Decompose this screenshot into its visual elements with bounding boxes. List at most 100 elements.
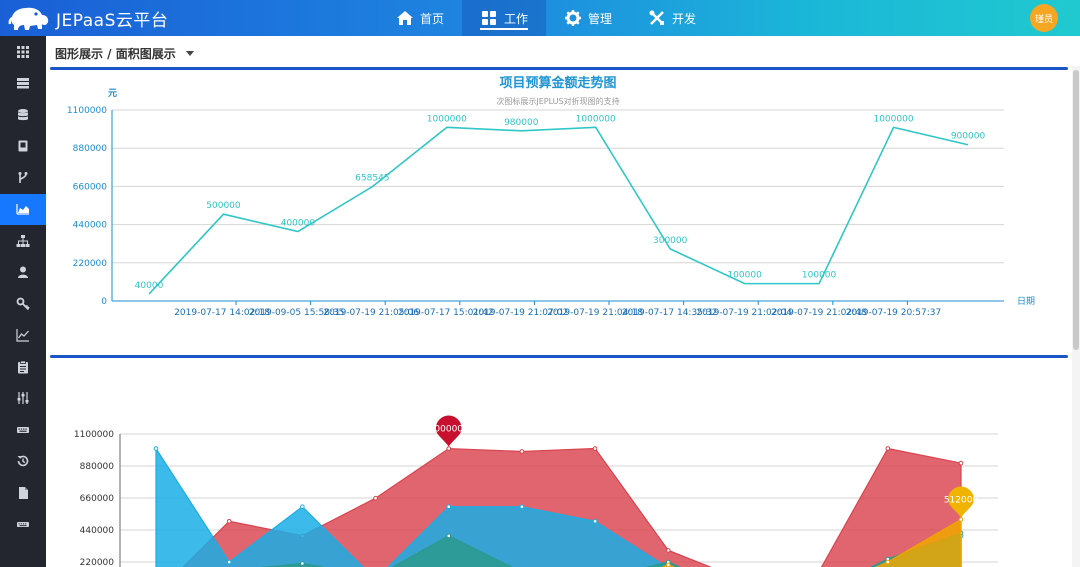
book-icon: [18, 140, 28, 152]
y-tick-label: 1100000: [67, 106, 107, 116]
data-label: 100000: [727, 271, 762, 281]
x-tick-label: 2019-07-17 14:35:32: [622, 308, 718, 318]
keyboard-small-icon: [17, 522, 29, 528]
history-icon: [17, 455, 29, 467]
sidebar-item-user[interactable]: [0, 257, 46, 289]
y-tick-label: 880000: [73, 144, 108, 154]
data-label: 100000: [802, 271, 837, 281]
x-tick-label: 2019-07-19 20:57:37: [846, 308, 942, 318]
x-tick-label: 2019-07-17 15:01:42: [398, 308, 494, 318]
dashboard-icon: [482, 11, 497, 25]
sidebar-item-server[interactable]: [0, 68, 46, 100]
area-point: [373, 495, 378, 501]
marker-pin-shape: [435, 415, 462, 447]
area-point: [446, 446, 452, 451]
nav-work[interactable]: 工作: [462, 0, 547, 36]
key-icon: [16, 297, 30, 310]
data-label: 980000: [504, 118, 539, 128]
main-nav: 首页 工作 管理 开发: [378, 0, 714, 36]
area-point: [885, 446, 891, 451]
nav-manage[interactable]: 管理: [546, 0, 630, 36]
x-tick-label: 2019-07-19 21:05:06: [323, 308, 419, 318]
user-avatar[interactable]: 瑾员: [1030, 4, 1058, 32]
x-tick-label: 2019-07-19 21:04:18: [547, 308, 643, 318]
area-point: [446, 504, 452, 510]
sidebar-item-sitemap[interactable]: [0, 225, 46, 257]
x-tick-label: 2019-07-17 14:02:18: [174, 308, 270, 318]
data-label: 40000: [135, 281, 164, 291]
nav-home-label: 首页: [420, 11, 445, 26]
line-chart-icon: [16, 329, 29, 342]
sidebar-item-apps[interactable]: [0, 36, 46, 68]
y-tick-label: 220000: [80, 558, 115, 567]
data-label: 1000000: [873, 114, 913, 124]
area-point: [665, 562, 671, 567]
sidebar-item-book[interactable]: [0, 131, 46, 163]
elephant-logo-icon[interactable]: [6, 3, 52, 33]
sidebar-item-line-chart[interactable]: [0, 320, 46, 352]
caret-down-icon[interactable]: [185, 51, 194, 56]
area-chart-icon: [16, 204, 29, 215]
clipboard-icon: [18, 360, 28, 374]
marker-label: 512000: [944, 496, 979, 506]
x-tick-label: 2019-07-19 21:07:02: [473, 308, 569, 318]
area-point: [958, 460, 964, 466]
sidebar-item-file[interactable]: [0, 477, 46, 509]
marker-label: 1000000: [429, 425, 469, 435]
sidebar-item-keyboard-small[interactable]: [0, 509, 46, 541]
data-label: 1000000: [576, 114, 616, 124]
marker-pin[interactable]: 1000000: [429, 415, 469, 447]
area-point: [592, 446, 598, 451]
file-icon: [19, 486, 28, 499]
area-point: [300, 504, 305, 510]
breadcrumb-path: 图形展示 / 面积图展示: [55, 47, 176, 61]
y-tick-label: 660000: [73, 182, 108, 192]
server-icon: [17, 78, 29, 89]
y-axis-label: 元: [108, 88, 117, 99]
series-line: [148, 126, 969, 295]
area-point: [519, 504, 525, 510]
y-tick-label: 440000: [73, 221, 108, 231]
sidebar-item-keyboard[interactable]: [0, 414, 46, 446]
tools-icon: [649, 10, 665, 25]
sliders-icon: [17, 392, 29, 405]
nav-develop[interactable]: 开发: [630, 0, 714, 36]
panel-divider-bottom: [50, 355, 1068, 358]
nav-home[interactable]: 首页: [378, 0, 462, 36]
budget-line-chart: 项目预算金额走势图 次图标展示JEPLUS对折现图的支持 元 日期 0 22000…: [67, 75, 1035, 318]
nav-develop-label: 开发: [672, 11, 697, 26]
breadcrumb[interactable]: 图形展示 / 面积图展示: [55, 45, 194, 62]
area-point: [885, 559, 891, 565]
budget-area-chart: 220000 440000 660000 880000 1100000 1000000 5…: [74, 415, 998, 567]
area-point: [300, 561, 305, 566]
data-label: 300000: [653, 236, 688, 246]
sidebar-item-database[interactable]: [0, 99, 46, 131]
nav-manage-label: 管理: [588, 11, 613, 26]
sidebar: [0, 36, 46, 567]
y-tick-label: 880000: [80, 462, 115, 472]
sidebar-item-area-chart[interactable]: [0, 193, 46, 225]
keyboard-icon: [17, 426, 29, 433]
y-tick-label: 660000: [80, 494, 115, 504]
area-point: [958, 517, 964, 522]
chart-subtitle: 次图标展示JEPLUS对折现图的支持: [496, 96, 619, 106]
marker-pin[interactable]: 512000: [944, 486, 979, 518]
sidebar-item-branch[interactable]: [0, 162, 46, 194]
brand-title: JEPaaS云平台: [56, 11, 169, 31]
x-tick-label: 2019-07-19 21:02:04: [696, 308, 792, 318]
y-tick-label: 0: [101, 297, 107, 307]
top-bar: JEPaaS云平台 首页 工作 管理 开发 瑾员: [0, 0, 1080, 36]
sidebar-item-history[interactable]: [0, 446, 46, 478]
area-point: [665, 548, 671, 553]
panel-divider-top: [50, 67, 1068, 70]
sidebar-item-sliders[interactable]: [0, 383, 46, 415]
sidebar-item-clipboard[interactable]: [0, 351, 46, 383]
branch-icon: [18, 171, 28, 183]
data-label: 400000: [281, 219, 316, 229]
data-label: 1000000: [427, 114, 467, 124]
data-label: 658545: [355, 174, 389, 184]
scrollbar-thumb[interactable]: [1073, 70, 1079, 350]
gear-icon: [565, 10, 582, 26]
marker-pin-shape: [948, 486, 974, 518]
sidebar-item-key[interactable]: [0, 288, 46, 320]
